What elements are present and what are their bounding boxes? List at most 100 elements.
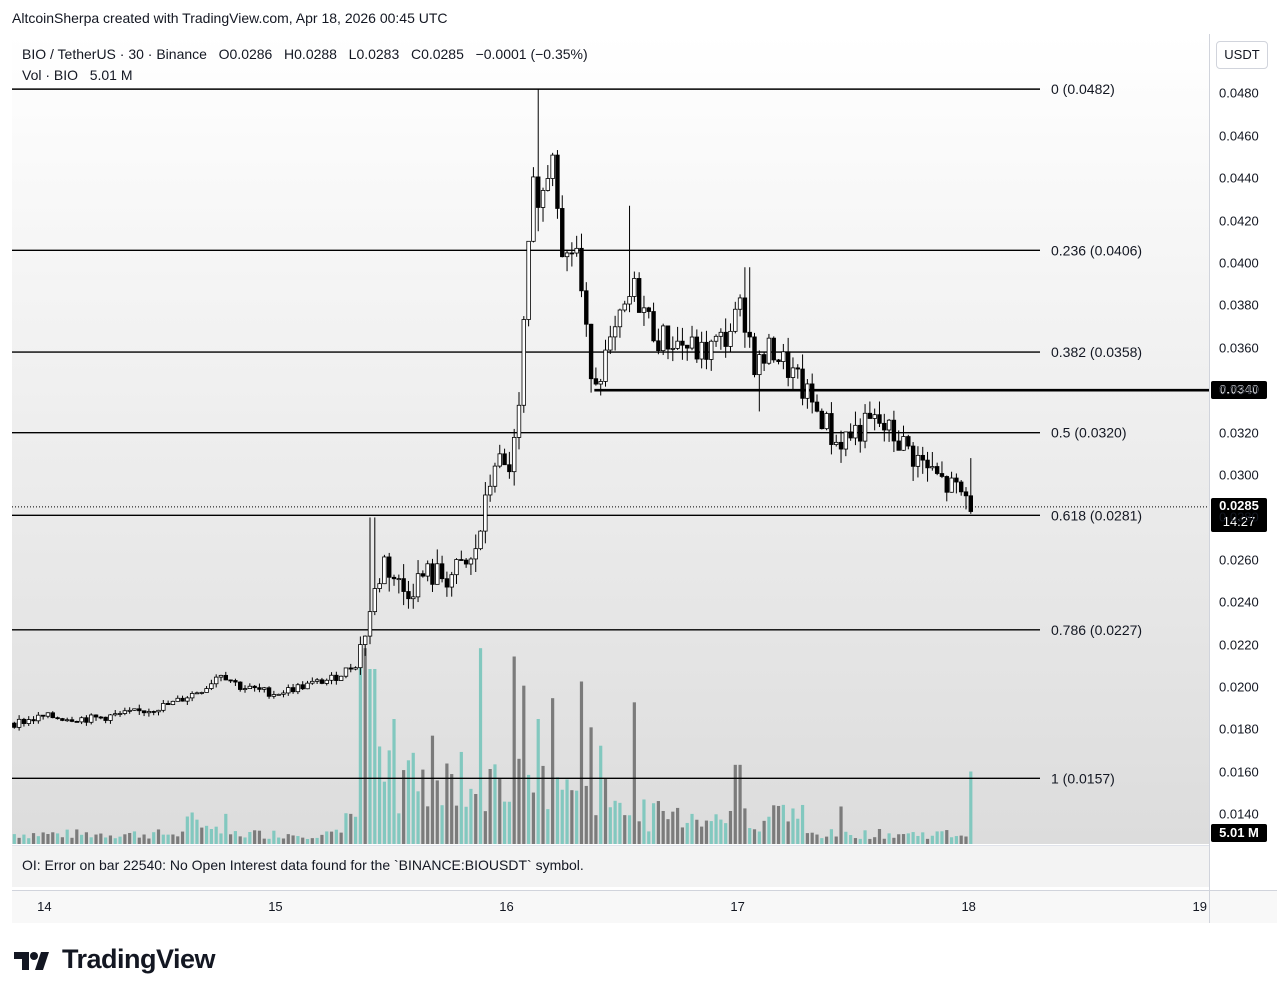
volume-bar <box>171 834 175 844</box>
candle-body <box>79 717 84 723</box>
volume-bar <box>805 833 809 844</box>
price-tick-label: 0.0380 <box>1219 297 1259 313</box>
candle-body <box>55 717 60 720</box>
candle-body <box>430 563 435 585</box>
volume-bar <box>868 838 872 844</box>
candle-body <box>281 692 286 695</box>
candle-body <box>704 341 709 360</box>
volume-bar <box>84 832 89 844</box>
candle-body <box>689 336 695 349</box>
last-price-tag: 0.0285 14:27 <box>1211 497 1267 532</box>
volume-bar <box>99 833 103 844</box>
volume-bar <box>930 835 934 844</box>
volume-bar <box>128 832 132 844</box>
currency-unit-button[interactable]: USDT <box>1216 41 1268 69</box>
candle-body <box>242 688 248 691</box>
candle-body <box>531 176 536 242</box>
candle-body <box>319 679 325 684</box>
candle-body <box>89 714 94 723</box>
volume-bar <box>60 837 64 844</box>
price-tick-label: 0.0420 <box>1219 213 1259 229</box>
plot-area[interactable]: 0 (0.0482) 0.236 (0.0406) 0.382 (0.0358) 0.… <box>12 34 1209 844</box>
volume-bar <box>353 816 358 844</box>
volume-bar <box>517 758 521 844</box>
volume-bar <box>632 702 636 844</box>
volume-bar <box>834 836 838 844</box>
candle-body <box>98 716 104 719</box>
chart-attribution: AltcoinSherpa created with TradingView.c… <box>12 10 448 26</box>
candle-body <box>31 719 36 722</box>
candle-body <box>901 436 906 451</box>
candle-body <box>771 337 776 361</box>
candle-body <box>69 719 75 722</box>
candle-body <box>175 697 180 702</box>
volume-bar <box>147 838 151 844</box>
volume-bar <box>527 774 531 844</box>
legend-change: −0.0001 (−0.35%) <box>475 46 588 62</box>
candle-body <box>367 611 373 637</box>
candle-body <box>891 419 897 442</box>
volume-bar <box>392 719 396 844</box>
last-price-value: 0.0285 <box>1219 497 1259 513</box>
candle-body <box>526 240 531 320</box>
volume-bar <box>267 838 271 844</box>
candle-body <box>64 719 70 722</box>
candle-body <box>362 635 368 645</box>
legend-symbol[interactable]: BIO / TetherUS · 30 · Binance <box>22 46 207 62</box>
volume-bar <box>829 829 834 844</box>
volume-bar <box>704 820 709 844</box>
candle-body <box>617 309 623 328</box>
price-tick-label: 0.0140 <box>1219 806 1259 822</box>
volume-bar <box>921 832 925 844</box>
volume-bar <box>512 656 516 844</box>
candle-body <box>156 709 161 713</box>
volume-bar <box>901 834 906 844</box>
volume-bar <box>762 820 766 844</box>
candle-body <box>478 530 483 550</box>
candle-body <box>223 674 228 681</box>
price-axis[interactable]: USDT 0.0340 0.0285 14:27 5.01 M 0.0140 0.… <box>1209 34 1277 922</box>
volume-bar <box>75 829 79 844</box>
candle-body <box>824 413 829 430</box>
candle-body <box>713 335 719 342</box>
volume-bar <box>959 835 963 844</box>
candle-body <box>805 383 810 399</box>
volume-bar <box>464 806 468 844</box>
volume-bar <box>954 836 958 844</box>
volume-bar <box>118 836 122 844</box>
volume-bar <box>440 805 444 844</box>
legend-volume-label[interactable]: Vol · BIO <box>22 67 79 83</box>
volume-bar <box>940 831 944 844</box>
candle-body <box>867 412 873 419</box>
candle-body <box>934 466 940 474</box>
volume-bar <box>373 669 377 844</box>
candle-body <box>809 383 815 403</box>
candle-body <box>939 473 945 477</box>
volume-bar <box>844 831 848 844</box>
volume-bar <box>291 835 295 844</box>
volume-bar <box>507 801 511 844</box>
volume-bar <box>435 780 439 844</box>
volume-bar <box>752 829 757 844</box>
volume-bar <box>368 669 372 844</box>
volume-bar <box>945 830 949 844</box>
volume-bar <box>906 833 910 844</box>
candle-body <box>882 422 887 431</box>
candle-body <box>612 326 618 338</box>
volume-bar <box>253 830 257 844</box>
volume-bar <box>714 814 718 844</box>
volume-bar <box>863 830 867 844</box>
volume-bar <box>281 838 286 844</box>
volume-bar <box>296 836 300 844</box>
tradingview-logo-icon <box>14 951 49 970</box>
candle-body <box>949 477 954 493</box>
volume-bar <box>647 831 651 844</box>
volume-bar <box>469 788 473 844</box>
candle-body <box>26 719 31 724</box>
volume-bar <box>224 813 228 844</box>
time-axis[interactable]: 14 15 16 17 18 19 <box>12 890 1209 923</box>
candle-body <box>108 714 113 721</box>
legend-low-label: L <box>348 46 357 62</box>
candle-body <box>300 684 305 690</box>
time-tick-label: 14 <box>37 899 52 914</box>
